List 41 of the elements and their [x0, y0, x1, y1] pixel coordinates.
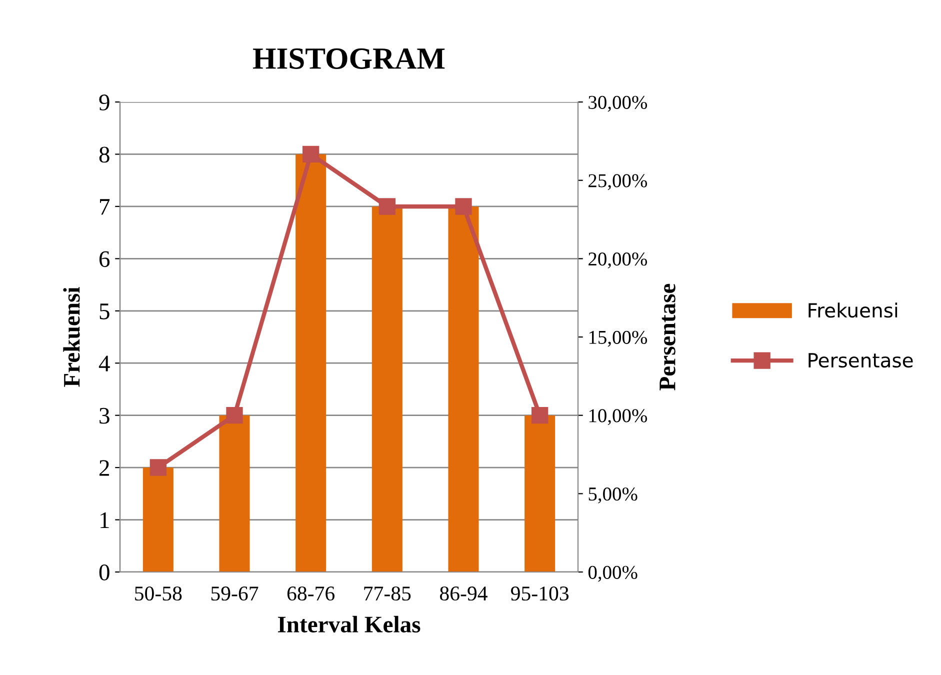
point	[455, 198, 472, 215]
x-tick-label: 95-103	[510, 586, 569, 601]
point	[302, 146, 320, 163]
y-tick-label: 6	[99, 251, 110, 268]
x-tick-label: 86-94	[440, 586, 488, 601]
point	[378, 198, 396, 215]
bar	[296, 154, 326, 572]
legend-label: Frekuensi	[808, 302, 898, 318]
x-tick-label: 77-85	[364, 586, 411, 601]
point	[532, 407, 548, 424]
x-tick-label: 50-58	[135, 586, 182, 601]
y-tick-label: 8	[99, 146, 110, 163]
y-tick-label: 4	[98, 356, 110, 372]
point	[150, 459, 166, 476]
point	[226, 407, 243, 424]
x-tick-label: 59-67	[211, 586, 258, 601]
y2-tick-label: 15,00%	[589, 330, 648, 347]
x-tick-label: 68-76	[287, 586, 335, 601]
y2-tick-label: 30,00%	[588, 96, 648, 112]
y-tick-label: 5	[100, 304, 110, 320]
y-tick-label: 2	[100, 460, 109, 476]
y-tick-label: 1	[100, 512, 109, 528]
y2-tick-label: 0,00%	[588, 566, 638, 582]
y2-tick-label: 5,00%	[588, 487, 638, 504]
y-axis-title: Frekuensi	[63, 287, 80, 387]
y2-tick-label: 10,00%	[589, 409, 648, 426]
chart-title: HISTOGRAM	[253, 48, 445, 69]
y-tick-label: 9	[99, 94, 110, 110]
x-axis-title: Interval Kelas	[278, 616, 420, 633]
y2-axis-title: Persentase	[660, 284, 676, 390]
bar	[142, 468, 174, 572]
bar	[448, 206, 479, 572]
y-tick-label: 3	[100, 408, 110, 424]
bar	[372, 206, 402, 572]
y-tick-label: 0	[99, 564, 110, 580]
y-tick-label: 7	[100, 199, 110, 215]
bar	[524, 415, 556, 572]
bar	[219, 415, 250, 572]
y2-tick-label: 20,00%	[588, 252, 648, 268]
y2-tick-label: 25,00%	[588, 174, 648, 190]
legend-label: Persentase	[808, 353, 913, 368]
